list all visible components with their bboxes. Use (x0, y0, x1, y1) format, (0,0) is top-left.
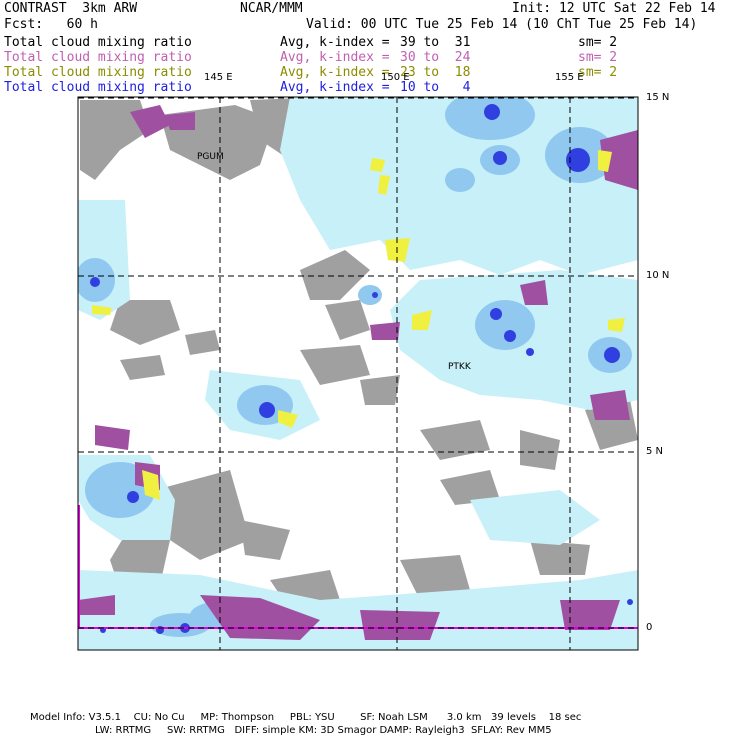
lon-label-155e: 155 E (555, 72, 584, 83)
legend-range-4: 10 to 4 (400, 80, 471, 95)
legend-range-3: 23 to 18 (400, 65, 471, 80)
lat-lon-grid (78, 97, 638, 650)
footer-model-info: Model Info: V3.5.1 CU: No Cu MP: Thompso… (30, 712, 582, 723)
lat-label-10n: 10 N (646, 270, 670, 281)
station-pgum: PGUM (197, 152, 224, 162)
legend-sm-1: sm= 2 (578, 35, 618, 50)
lat-label-5n: 5 N (646, 446, 664, 457)
valid-time: Valid: 00 UTC Tue 25 Feb 14 (10 ChT Tue … (306, 17, 698, 32)
legend-sm-3: sm= 2 (578, 65, 618, 80)
legend-range-2: 30 to 24 (400, 50, 471, 65)
map-frame (77, 96, 639, 651)
legend-stat-1: Avg, k-index = (280, 35, 390, 50)
legend-field-1: Total cloud mixing ratio (4, 35, 192, 50)
lat-label-15n: 15 N (646, 92, 670, 103)
legend-stat-2: Avg, k-index = (280, 50, 390, 65)
init-time: Init: 12 UTC Sat 22 Feb 14 (512, 1, 716, 16)
model-title: CONTRAST 3km ARW (4, 1, 138, 16)
legend-stat-4: Avg, k-index = (280, 80, 390, 95)
legend-field-4: Total cloud mixing ratio (4, 80, 192, 95)
lon-label-150e: 150 E (381, 72, 410, 83)
legend-sm-2: sm= 2 (578, 50, 618, 65)
legend-field-3: Total cloud mixing ratio (4, 65, 192, 80)
station-ptkk: PTKK (448, 362, 471, 372)
lat-label-0: 0 (646, 622, 653, 633)
org-label: NCAR/MMM (240, 1, 303, 16)
yellow-cloud-layer (92, 150, 625, 500)
footer-physics-info: LW: RRTMG SW: RRTMG DIFF: simple KM: 3D … (95, 725, 552, 736)
legend-stat-3: Avg, k-index = (280, 65, 390, 80)
lon-label-145e: 145 E (204, 72, 233, 83)
legend-range-1: 39 to 31 (400, 35, 471, 50)
forecast-hour: Fcst: 60 h (4, 17, 98, 32)
legend-field-2: Total cloud mixing ratio (4, 50, 192, 65)
